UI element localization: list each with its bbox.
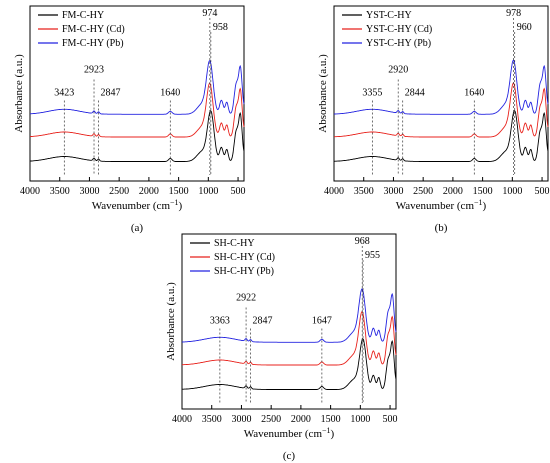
peak-label: 2847 [253, 315, 273, 326]
panel-label: (a) [131, 222, 144, 234]
peak-label: 3363 [210, 315, 230, 326]
legend-entry: SH-C-HY (Pb) [214, 266, 274, 277]
x-tick-label: 1500 [473, 186, 493, 197]
x-tick-label: 3000 [231, 414, 251, 425]
plot-frame [181, 233, 397, 410]
x-tick-label: 3500 [202, 414, 222, 425]
x-tick-label: 500 [383, 414, 398, 425]
x-tick-label: 3000 [383, 186, 403, 197]
legend-entry: FM-C-HY [62, 10, 104, 21]
legend-entry: FM-C-HY (Pb) [62, 38, 124, 49]
chart-panel-a: 4000 3500 3000 2500 2000 1500 1000 500 Wavenumbe… [13, 5, 246, 234]
x-axis-label: Wavenumber (cm−1) [244, 426, 335, 440]
x-tick-label: 1500 [169, 186, 189, 197]
y-axis-label: Absorbance (a.u.) [317, 54, 329, 133]
x-tick-label: 2500 [109, 186, 129, 197]
series-line-2 [181, 311, 397, 366]
series-line-2 [334, 82, 549, 138]
x-tick-label: 3500 [50, 186, 70, 197]
peak-label: 955 [365, 250, 380, 261]
peak-label: 960 [517, 22, 532, 33]
plot-frame [333, 5, 549, 182]
x-axis-label: Wavenumber (cm−1) [92, 198, 183, 212]
peak-label: 958 [213, 22, 228, 33]
legend-entry: YST-C-HY (Pb) [366, 38, 431, 49]
peak-label: 1647 [312, 315, 332, 326]
peak-label: 2923 [84, 65, 104, 76]
x-tick-label: 1000 [198, 186, 218, 197]
x-tick-label: 3500 [354, 186, 374, 197]
peak-label: 3355 [362, 87, 382, 98]
x-tick-label: 4000 [324, 186, 344, 197]
peak-label: 974 [202, 8, 217, 19]
y-axis-label: Absorbance (a.u.) [13, 54, 25, 133]
x-tick-label: 4000 [20, 186, 40, 197]
peak-label: 2847 [101, 87, 121, 98]
peak-label: 2922 [236, 293, 256, 304]
series-line-3 [334, 59, 549, 115]
series-line-1 [181, 338, 397, 390]
legend-entry: SH-C-HY (Cd) [214, 252, 275, 263]
peak-label: 1640 [160, 87, 180, 98]
peak-label: 3423 [54, 87, 74, 98]
series-line-3 [182, 288, 397, 343]
plot-frame [29, 5, 245, 182]
x-tick-label: 1000 [350, 414, 370, 425]
series-line-1 [334, 110, 549, 162]
x-axis-label: Wavenumber (cm−1) [396, 198, 487, 212]
peak-label: 1640 [464, 87, 484, 98]
series-line-2 [30, 82, 245, 138]
x-tick-label: 3000 [79, 186, 99, 197]
legend-entry: SH-C-HY [214, 238, 255, 249]
legend-entry: YST-C-HY [366, 10, 412, 21]
chart-panel-c: 4000 3500 3000 2500 2000 1500 1000 500 Wavenumbe… [165, 233, 398, 462]
peak-label: 2920 [388, 65, 408, 76]
x-tick-label: 500 [231, 186, 246, 197]
x-tick-label: 1500 [321, 414, 341, 425]
x-tick-label: 4000 [172, 414, 192, 425]
x-tick-label: 500 [535, 186, 550, 197]
panel-label: (b) [435, 222, 448, 234]
chart-panel-b: 4000 3500 3000 2500 2000 1500 1000 500 Wavenumbe… [317, 5, 550, 234]
series-line-1 [30, 110, 245, 162]
peak-label: 968 [355, 236, 370, 247]
x-tick-label: 1000 [502, 186, 522, 197]
x-tick-label: 2000 [443, 186, 463, 197]
panel-label: (c) [283, 450, 296, 462]
legend-entry: YST-C-HY (Cd) [366, 24, 432, 35]
series-line-3 [30, 59, 245, 115]
x-tick-label: 2500 [413, 186, 433, 197]
peak-label: 978 [506, 8, 521, 19]
x-tick-label: 2500 [261, 414, 281, 425]
x-tick-label: 2000 [139, 186, 159, 197]
peak-label: 2844 [405, 87, 425, 98]
y-axis-label: Absorbance (a.u.) [165, 282, 177, 361]
x-tick-label: 2000 [291, 414, 311, 425]
legend-entry: FM-C-HY (Cd) [62, 24, 125, 35]
